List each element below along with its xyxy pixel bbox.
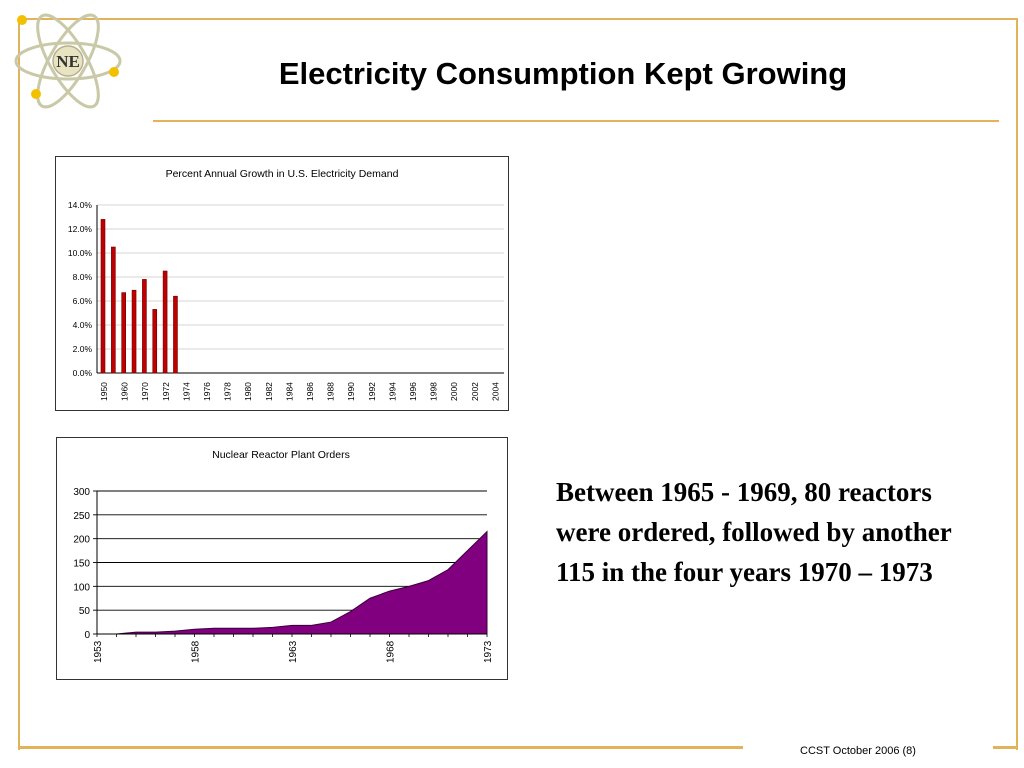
chart2-y-tick: 200 [73,535,90,546]
chart1-y-tick: 0.0% [73,368,93,378]
reactor-orders-chart: Nuclear Reactor Plant Orders 0 50 100 150 200… [56,437,508,680]
chart2-x-tick: 1968 [386,640,397,663]
chart1-x-tick: 1970 [140,382,150,401]
chart1-x-tick: 2000 [449,382,459,401]
chart1-x-tick: 1980 [243,382,253,401]
frame-right-border [1016,18,1018,750]
chart1-x-tick: 1960 [120,382,130,401]
chart1-x-tick: 2004 [490,382,500,401]
frame-top-border [18,18,1016,20]
chart1-x-tick: 1992 [367,382,377,401]
chart1-y-tick: 12.0% [68,224,93,234]
chart2-y-tick: 250 [73,511,90,522]
chart1-bar [162,270,168,374]
chart1-bar [121,292,126,374]
atom-logo-icon: NE [14,13,122,109]
chart1-bar [152,309,158,374]
chart1-x-tick: 1978 [223,382,233,401]
title-underline [153,120,999,122]
chart1-y-tick: 6.0% [73,296,93,306]
frame-left-border [18,18,20,750]
chart1-x-tick: 1996 [408,382,418,401]
chart1-x-tick: 1986 [305,382,315,401]
chart2-x-tick: 1953 [93,640,104,663]
chart2-y-tick: 50 [79,606,91,617]
chart1-x-tick: 1984 [284,382,294,401]
chart1-x-tick: 1988 [326,382,336,401]
chart2-y-tick: 300 [73,487,90,498]
chart1-title: Percent Annual Growth in U.S. Electricit… [166,168,399,180]
chart2-title: Nuclear Reactor Plant Orders [212,449,350,461]
chart1-x-tick: 1974 [181,382,191,401]
chart1-x-tick: 1976 [202,382,212,401]
chart1-x-tick: 1990 [346,382,356,401]
chart1-x-tick: 1998 [429,382,439,401]
frame-bottom-border [18,746,743,749]
chart2-x-tick: 1963 [288,640,299,663]
chart1-bar [131,289,137,374]
reactor-orders-chart-svg: Nuclear Reactor Plant Orders 0 50 100 150 200… [73,449,494,663]
slide-title: Electricity Consumption Kept Growing [278,56,848,91]
chart2-y-tick: 100 [73,582,90,593]
electricity-growth-chart-svg: Percent Annual Growth in U.S. Electricit… [68,168,504,401]
chart1-bar [173,295,178,374]
chart1-x-tick: 1994 [387,382,397,401]
electricity-growth-chart: Percent Annual Growth in U.S. Electricit… [55,156,509,411]
chart1-x-tick: 2002 [470,382,480,401]
chart1-x-tick: 1950 [99,382,109,401]
chart1-y-tick: 2.0% [73,344,93,354]
chart2-x-tick: 1973 [483,640,494,663]
chart1-x-tick: 1982 [264,382,274,401]
footer-text: CCST October 2006 (8) [800,745,916,757]
chart1-bar [100,219,106,374]
chart1-y-tick: 14.0% [68,200,93,210]
chart1-bar [111,246,116,374]
chart1-y-tick: 4.0% [73,320,93,330]
chart1-y-tick: 10.0% [68,248,93,258]
chart1-y-tick: 8.0% [73,272,93,282]
chart2-area [97,530,488,635]
body-text: Between 1965 - 1969, 80 reactors were or… [556,477,952,587]
chart1-bar [142,279,147,374]
chart2-y-tick: 150 [73,559,90,570]
frame-bottom-border-right [993,746,1018,749]
logo-text: NE [56,52,80,71]
chart2-y-tick: 0 [84,630,90,641]
chart2-x-tick: 1958 [191,640,202,663]
chart1-x-tick: 1972 [161,382,171,401]
